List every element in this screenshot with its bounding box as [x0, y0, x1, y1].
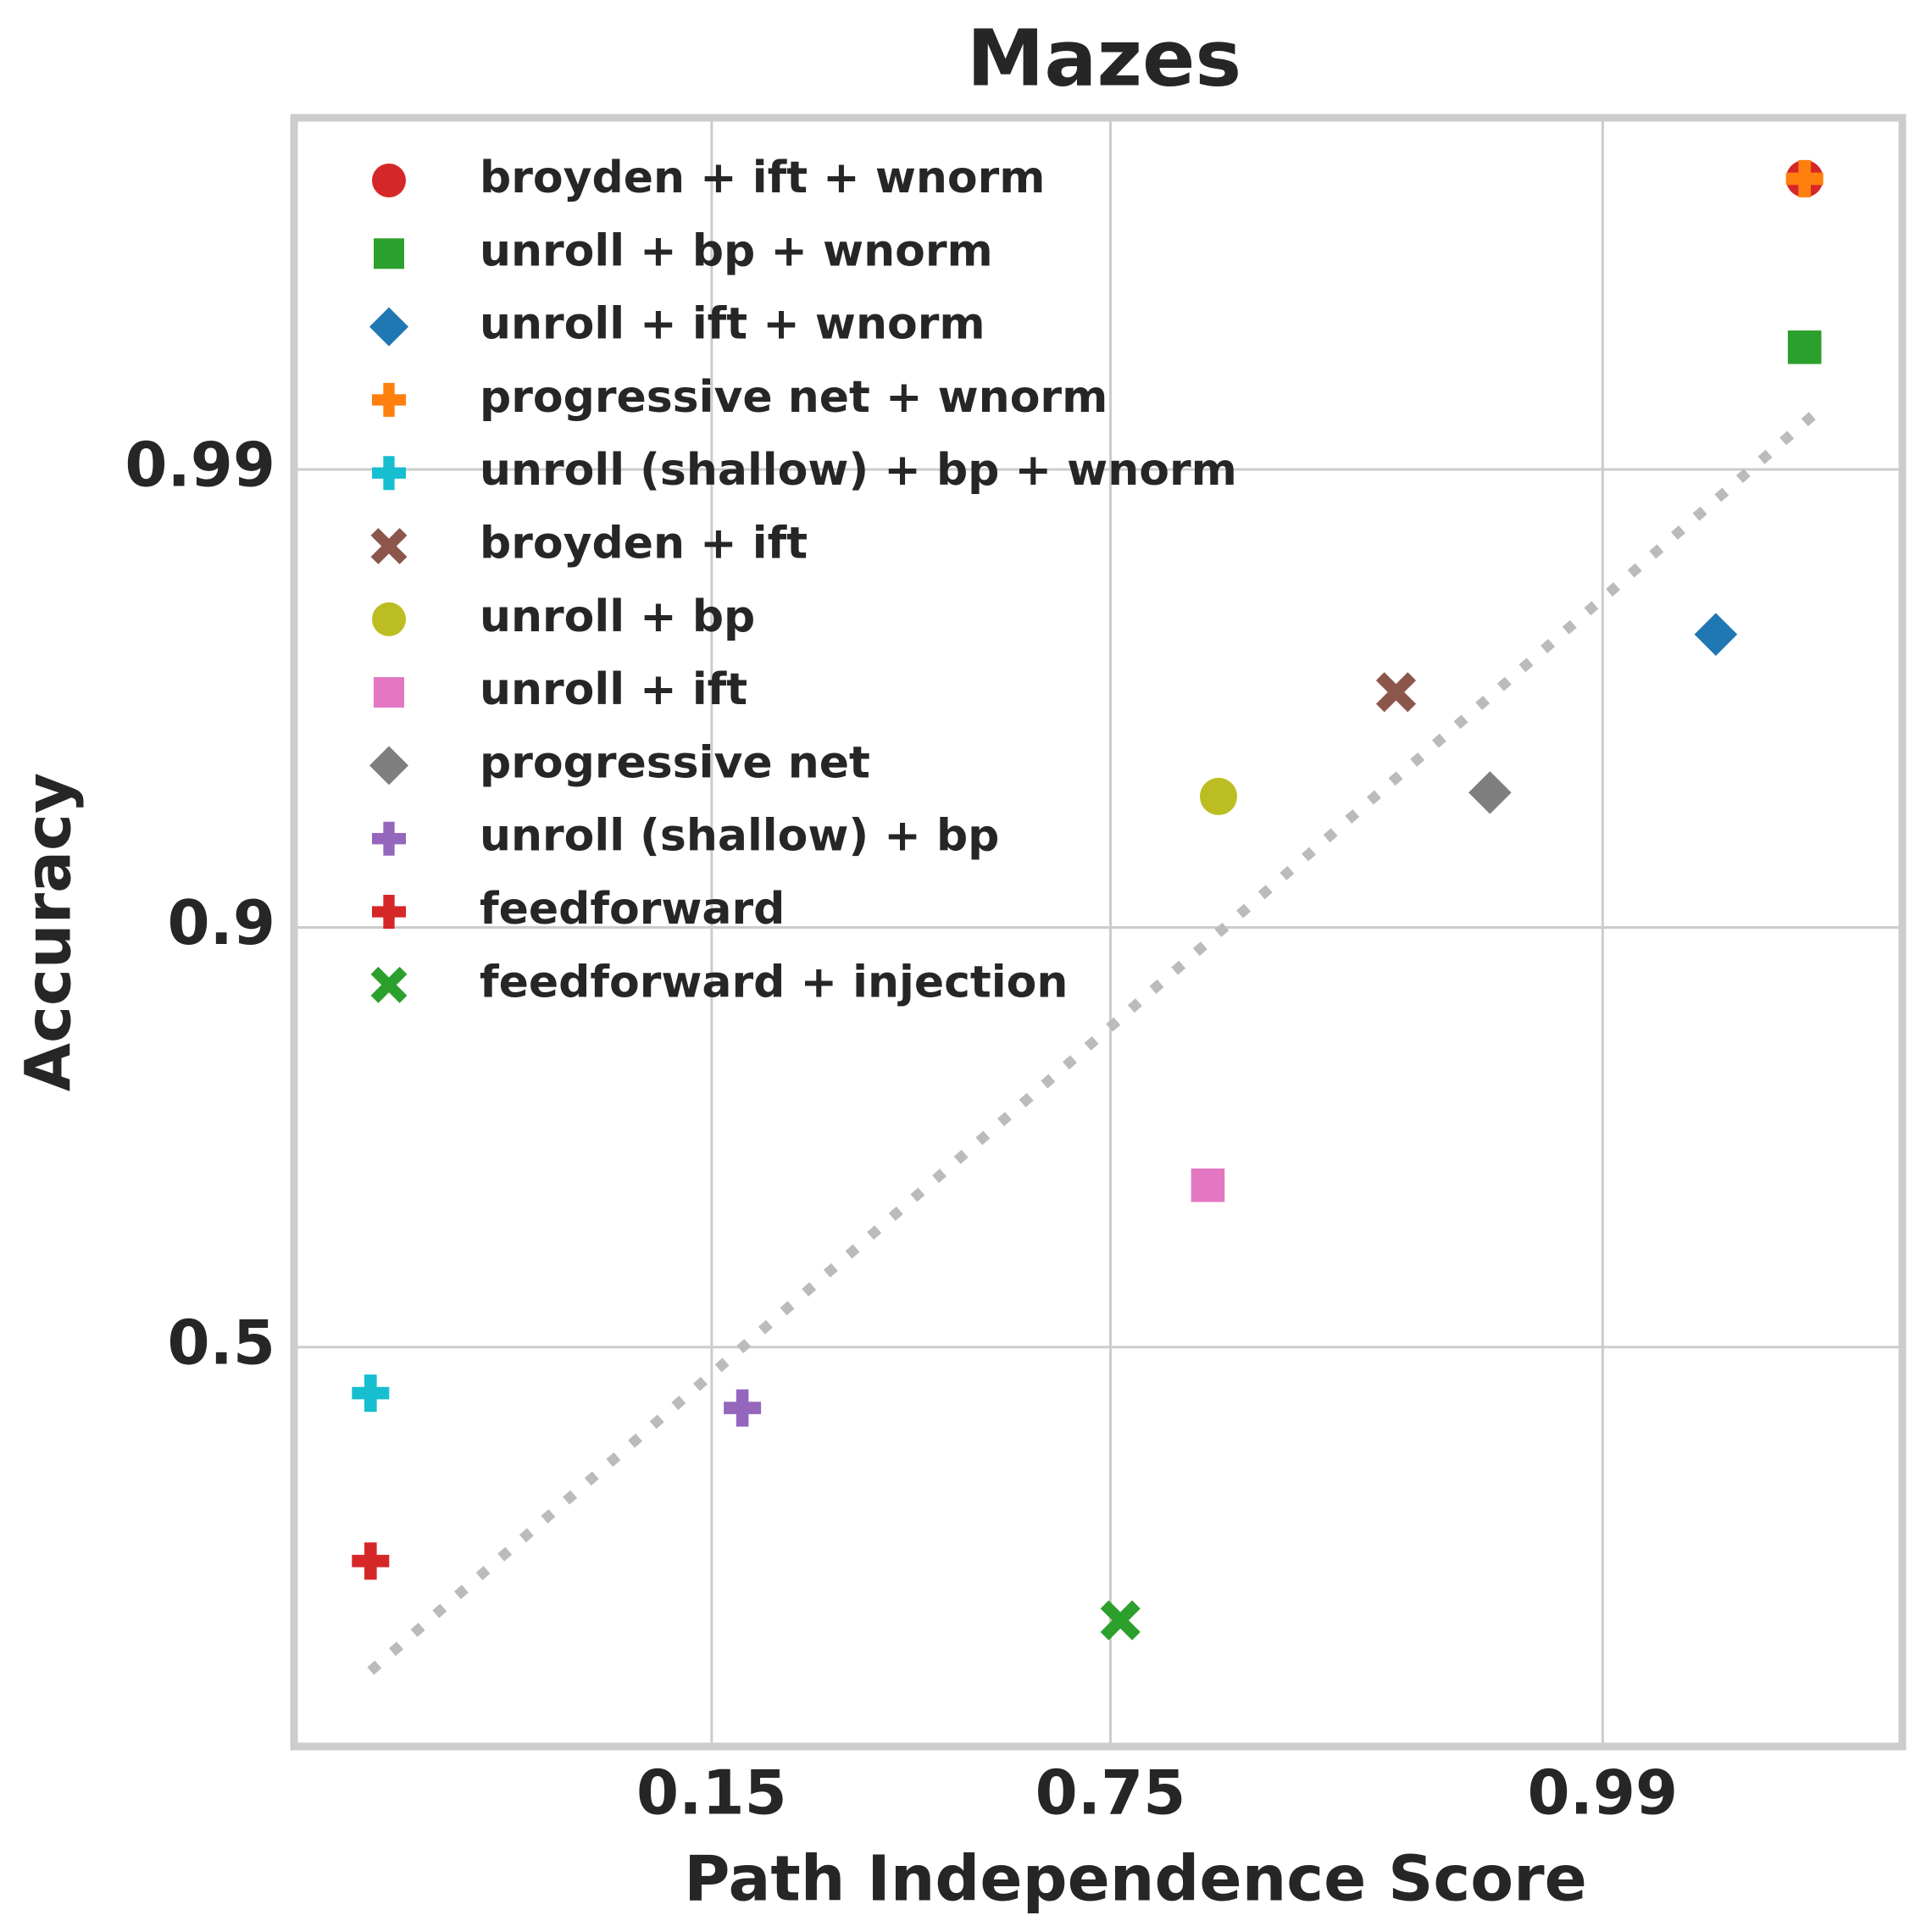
legend-label: unroll + ift + wnorm [480, 299, 985, 350]
legend-marker [372, 382, 407, 417]
chart-title: Mazes [967, 13, 1241, 103]
data-point [352, 1542, 390, 1580]
legend-marker [369, 307, 408, 347]
legend-label: broyden + ift + wnorm [480, 153, 1045, 203]
legend-label: unroll (shallow) + bp + wnorm [480, 445, 1237, 496]
data-point [1100, 1600, 1141, 1641]
legend-marker [374, 677, 404, 708]
legend-label: progressive net [480, 737, 870, 788]
legend-marker [370, 528, 408, 564]
data-point [1694, 613, 1738, 656]
x-tick-label: 0.99 [1527, 1757, 1678, 1829]
y-axis-label: Accuracy [13, 773, 86, 1091]
x-tick-label: 0.15 [636, 1757, 787, 1829]
data-point [724, 1389, 762, 1427]
legend-label: feedforward [480, 884, 785, 935]
legend-marker [370, 966, 408, 1003]
legend-label: broyden + ift [480, 519, 808, 569]
data-point [1785, 159, 1824, 197]
y-tick-label: 0.99 [125, 429, 275, 500]
plot-frame [290, 114, 1907, 1751]
x-axis-label: Path Independence Score [684, 1843, 1587, 1916]
data-point [1468, 771, 1512, 814]
legend-label: progressive net + wnorm [480, 372, 1108, 423]
data-point [1199, 777, 1237, 815]
legend-label: unroll + bp + wnorm [480, 225, 993, 276]
legend-label: feedforward + injection [480, 957, 1068, 1008]
trend-line [367, 402, 1827, 1675]
legend-marker [372, 602, 406, 636]
legend-marker [372, 895, 407, 930]
y-tick-label: 0.9 [167, 887, 275, 958]
legend-label: unroll + ift [480, 664, 747, 715]
y-tick-label: 0.5 [167, 1307, 275, 1378]
legend-label: unroll + bp [480, 591, 755, 642]
x-tick-label: 0.75 [1035, 1757, 1186, 1829]
data-point [1787, 330, 1822, 364]
legend-marker [369, 746, 408, 786]
legend-marker [372, 456, 407, 491]
data-point [1191, 1168, 1225, 1202]
data-point [1375, 672, 1417, 713]
legend-marker [372, 821, 407, 856]
data-point [352, 1374, 390, 1413]
legend-marker [372, 164, 406, 197]
legend-marker [374, 238, 404, 269]
legend-label: unroll (shallow) + bp [480, 811, 999, 862]
